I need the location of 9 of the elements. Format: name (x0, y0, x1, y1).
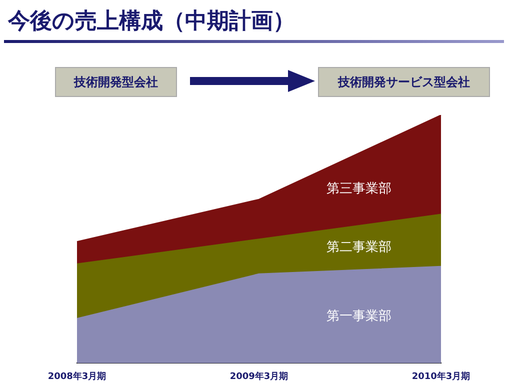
series-label: 第三事業部 (326, 182, 392, 197)
series-label: 第一事業部 (326, 308, 392, 324)
x-tick-label: 2008年3月期 (48, 370, 106, 382)
x-tick-label: 2009年3月期 (230, 370, 288, 382)
text: 技術開発サービス型会社 (318, 67, 490, 97)
text: 技術開発型会社 (55, 67, 177, 97)
x-tick-label: 2010年3月期 (412, 370, 470, 382)
series-label: 第二事業部 (326, 240, 392, 255)
chart-title: 今後の売上構成（中期計画） (8, 8, 295, 36)
